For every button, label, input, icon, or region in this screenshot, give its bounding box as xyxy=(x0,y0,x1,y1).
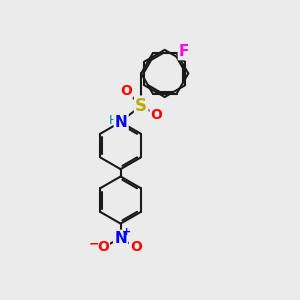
Text: O: O xyxy=(120,83,132,98)
Text: F: F xyxy=(179,44,189,59)
Text: H: H xyxy=(109,114,118,127)
Text: N: N xyxy=(115,115,128,130)
Text: O: O xyxy=(97,240,109,254)
Text: +: + xyxy=(122,227,131,237)
Text: S: S xyxy=(135,97,147,115)
Text: N: N xyxy=(114,231,127,246)
Text: −: − xyxy=(89,238,99,251)
Text: O: O xyxy=(130,240,142,254)
Text: O: O xyxy=(151,108,162,122)
